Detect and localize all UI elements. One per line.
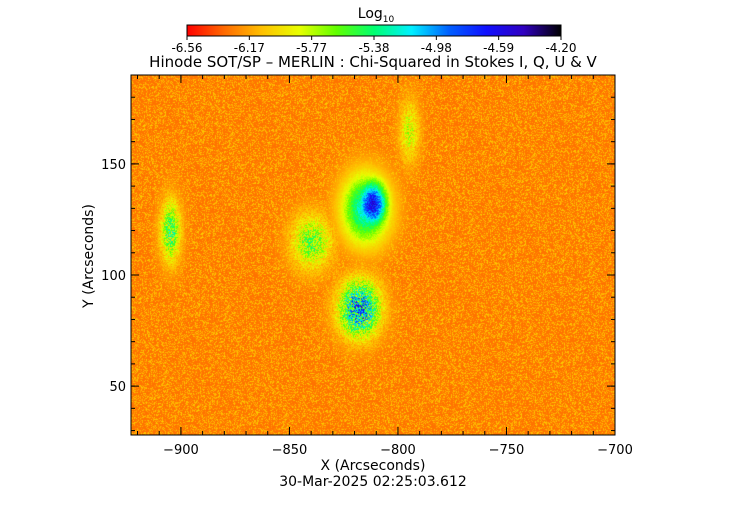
colorbar-bar bbox=[186, 24, 562, 37]
colorbar: Log10 -6.56 -6.17 -5.77 -5.38 -4.98 -4.59 -4.2… bbox=[171, 6, 576, 55]
x-axis-label: X (Arcseconds) bbox=[321, 458, 426, 474]
x-tick-label: −700 bbox=[597, 443, 633, 458]
heatmap-image bbox=[131, 75, 615, 435]
y-tick-label: 100 bbox=[101, 269, 126, 284]
x-tick-label: −800 bbox=[380, 443, 416, 458]
x-tick-label: −750 bbox=[489, 443, 525, 458]
y-axis-label: Y (Arcseconds) bbox=[81, 204, 97, 309]
colorbar-tick-label: -5.38 bbox=[358, 41, 389, 55]
colorbar-label: Log10 bbox=[358, 6, 395, 25]
plot-area: −900 −850 −800 −750 −700 50 100 150 bbox=[101, 74, 633, 458]
colorbar-tick-label: -4.59 bbox=[483, 41, 514, 55]
colorbar-tick-label: -4.20 bbox=[545, 41, 576, 55]
colorbar-tick-label: -4.98 bbox=[421, 41, 452, 55]
y-axis: 50 100 150 bbox=[101, 74, 615, 432]
timestamp: 30-Mar-2025 02:25:03.612 bbox=[279, 474, 467, 490]
colorbar-tick-label: -6.56 bbox=[171, 41, 202, 55]
colorbar-tick-label: -5.77 bbox=[296, 41, 327, 55]
chart-title: Hinode SOT/SP – MERLIN : Chi-Squared in … bbox=[149, 53, 597, 71]
heatmap-image-container bbox=[131, 75, 615, 435]
x-tick-label: −900 bbox=[163, 443, 199, 458]
x-tick-label: −850 bbox=[272, 443, 308, 458]
colorbar-ticks: -6.56 -6.17 -5.77 -5.38 -4.98 -4.59 -4.20 bbox=[171, 36, 577, 55]
y-tick-label: 50 bbox=[109, 380, 126, 395]
x-axis: −900 −850 −800 −750 −700 bbox=[137, 75, 633, 458]
plot-frame bbox=[130, 74, 616, 436]
y-tick-label: 150 bbox=[101, 158, 126, 173]
colorbar-tick-label: -6.17 bbox=[234, 41, 265, 55]
